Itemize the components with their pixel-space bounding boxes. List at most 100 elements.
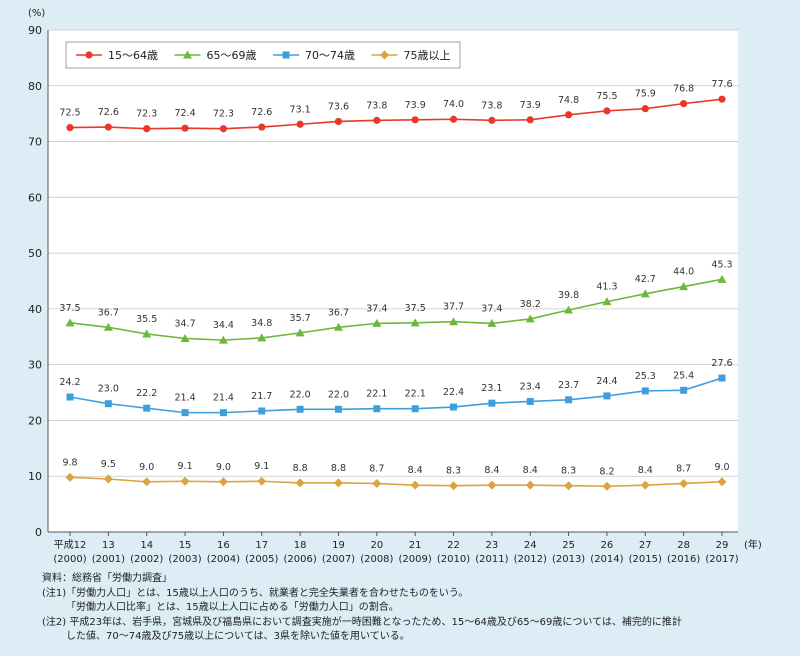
data-label: 9.0 xyxy=(216,462,231,473)
note-1-continued: 「労働力人口比率」とは、15歳以上人口に占める「労働力人口」の割合。 xyxy=(66,602,399,613)
data-point xyxy=(296,120,304,128)
y-unit-label: (%) xyxy=(28,8,45,19)
note-2-continued: した値、70～74歳及び75歳以上については、3県を除いた値を用いている。 xyxy=(66,631,410,642)
x-tick-label-year: (2004) xyxy=(207,554,240,565)
data-point xyxy=(679,478,689,488)
x-tick-label: 14 xyxy=(140,540,153,551)
data-point xyxy=(488,399,496,407)
data-label: 8.4 xyxy=(638,465,653,476)
data-label: 37.4 xyxy=(366,303,387,314)
data-point xyxy=(410,480,420,490)
data-label: 21.4 xyxy=(174,393,195,404)
data-label: 75.5 xyxy=(596,91,617,102)
data-point xyxy=(66,393,74,401)
x-tick-label-year: (2017) xyxy=(705,554,738,565)
legend-marker xyxy=(282,51,290,59)
data-label: 8.3 xyxy=(446,466,461,477)
data-point xyxy=(143,125,151,133)
data-point xyxy=(449,317,459,326)
data-label: 22.0 xyxy=(328,389,349,400)
data-label: 8.7 xyxy=(369,463,384,474)
data-point xyxy=(680,386,688,394)
data-point xyxy=(142,477,152,487)
data-label: 34.8 xyxy=(251,318,272,329)
data-point xyxy=(680,100,688,108)
data-label: 22.0 xyxy=(290,389,311,400)
data-point xyxy=(373,116,381,124)
data-point xyxy=(411,116,419,124)
data-label: 73.8 xyxy=(481,100,502,111)
data-point xyxy=(219,125,228,133)
data-label: 23.7 xyxy=(558,380,579,391)
y-tick-label: 30 xyxy=(28,359,42,372)
legend-label: 15～64歳 xyxy=(108,49,158,62)
data-point xyxy=(565,396,573,404)
data-point xyxy=(373,405,381,413)
x-tick-label-year: (2008) xyxy=(360,554,393,565)
data-point xyxy=(181,409,189,417)
data-label: 8.2 xyxy=(599,466,614,477)
data-label: 23.0 xyxy=(98,384,119,395)
data-label: 8.4 xyxy=(523,465,538,476)
x-tick-label: 15 xyxy=(179,540,192,551)
x-tick-label: 28 xyxy=(677,540,690,551)
y-tick-label: 50 xyxy=(28,247,42,260)
x-tick-label-year: (2003) xyxy=(168,554,201,565)
legend-marker xyxy=(380,50,389,60)
x-tick-label-year: (2005) xyxy=(245,554,278,565)
y-tick-label: 10 xyxy=(28,470,42,483)
data-point xyxy=(411,405,419,413)
legend-marker xyxy=(85,51,93,59)
data-point xyxy=(640,289,650,298)
data-point xyxy=(143,404,151,412)
labor-force-ratio-chart: 0 10 20 30 40 50 60 70 80 90 (%) 平成12 (2000) 13 (2001)… xyxy=(28,8,762,565)
data-point xyxy=(103,474,113,484)
data-label: 27.6 xyxy=(711,358,732,369)
x-tick-label-year: (2000) xyxy=(53,554,86,565)
data-point xyxy=(525,480,535,490)
data-label: 35.7 xyxy=(290,313,311,324)
data-label: 21.4 xyxy=(213,393,234,404)
x-unit-label: (年) xyxy=(744,538,762,551)
x-tick-label: 18 xyxy=(294,540,307,551)
data-point xyxy=(142,329,152,338)
x-tick-label: 17 xyxy=(255,540,268,551)
data-label: 37.5 xyxy=(59,303,80,314)
data-point xyxy=(372,318,382,327)
data-label: 72.3 xyxy=(136,109,157,120)
plot-area xyxy=(48,30,738,532)
data-label: 37.5 xyxy=(405,303,426,314)
data-label: 75.9 xyxy=(635,89,656,100)
data-point xyxy=(180,333,190,342)
data-label: 42.7 xyxy=(635,274,656,285)
series-line xyxy=(69,98,723,130)
data-point xyxy=(718,95,726,103)
series-line xyxy=(69,377,723,414)
data-point xyxy=(104,400,112,408)
data-label: 22.1 xyxy=(405,389,426,400)
data-label: 35.5 xyxy=(136,314,157,325)
x-tick-label: 19 xyxy=(332,540,345,551)
data-point xyxy=(641,387,649,395)
data-point xyxy=(602,297,612,306)
y-tick-label: 0 xyxy=(35,526,42,539)
data-point xyxy=(564,305,574,314)
data-point xyxy=(181,124,189,132)
data-label: 24.4 xyxy=(596,376,617,387)
data-point xyxy=(334,117,343,126)
y-tick-label: 70 xyxy=(28,136,42,149)
data-point xyxy=(526,116,534,124)
x-tick-label: 23 xyxy=(486,540,499,551)
data-point xyxy=(180,476,190,486)
y-tick-label: 80 xyxy=(28,80,42,93)
data-point xyxy=(257,476,267,486)
data-point xyxy=(334,405,342,413)
x-tick-label: 13 xyxy=(102,540,115,551)
data-label: 23.1 xyxy=(481,383,502,394)
data-label: 72.4 xyxy=(174,108,195,119)
data-label: 38.2 xyxy=(520,299,541,310)
x-tick-label: 平成12 xyxy=(54,539,87,551)
x-tick-label-year: (2002) xyxy=(130,554,163,565)
x-tick-label-year: (2007) xyxy=(322,554,355,565)
data-point xyxy=(65,472,75,482)
